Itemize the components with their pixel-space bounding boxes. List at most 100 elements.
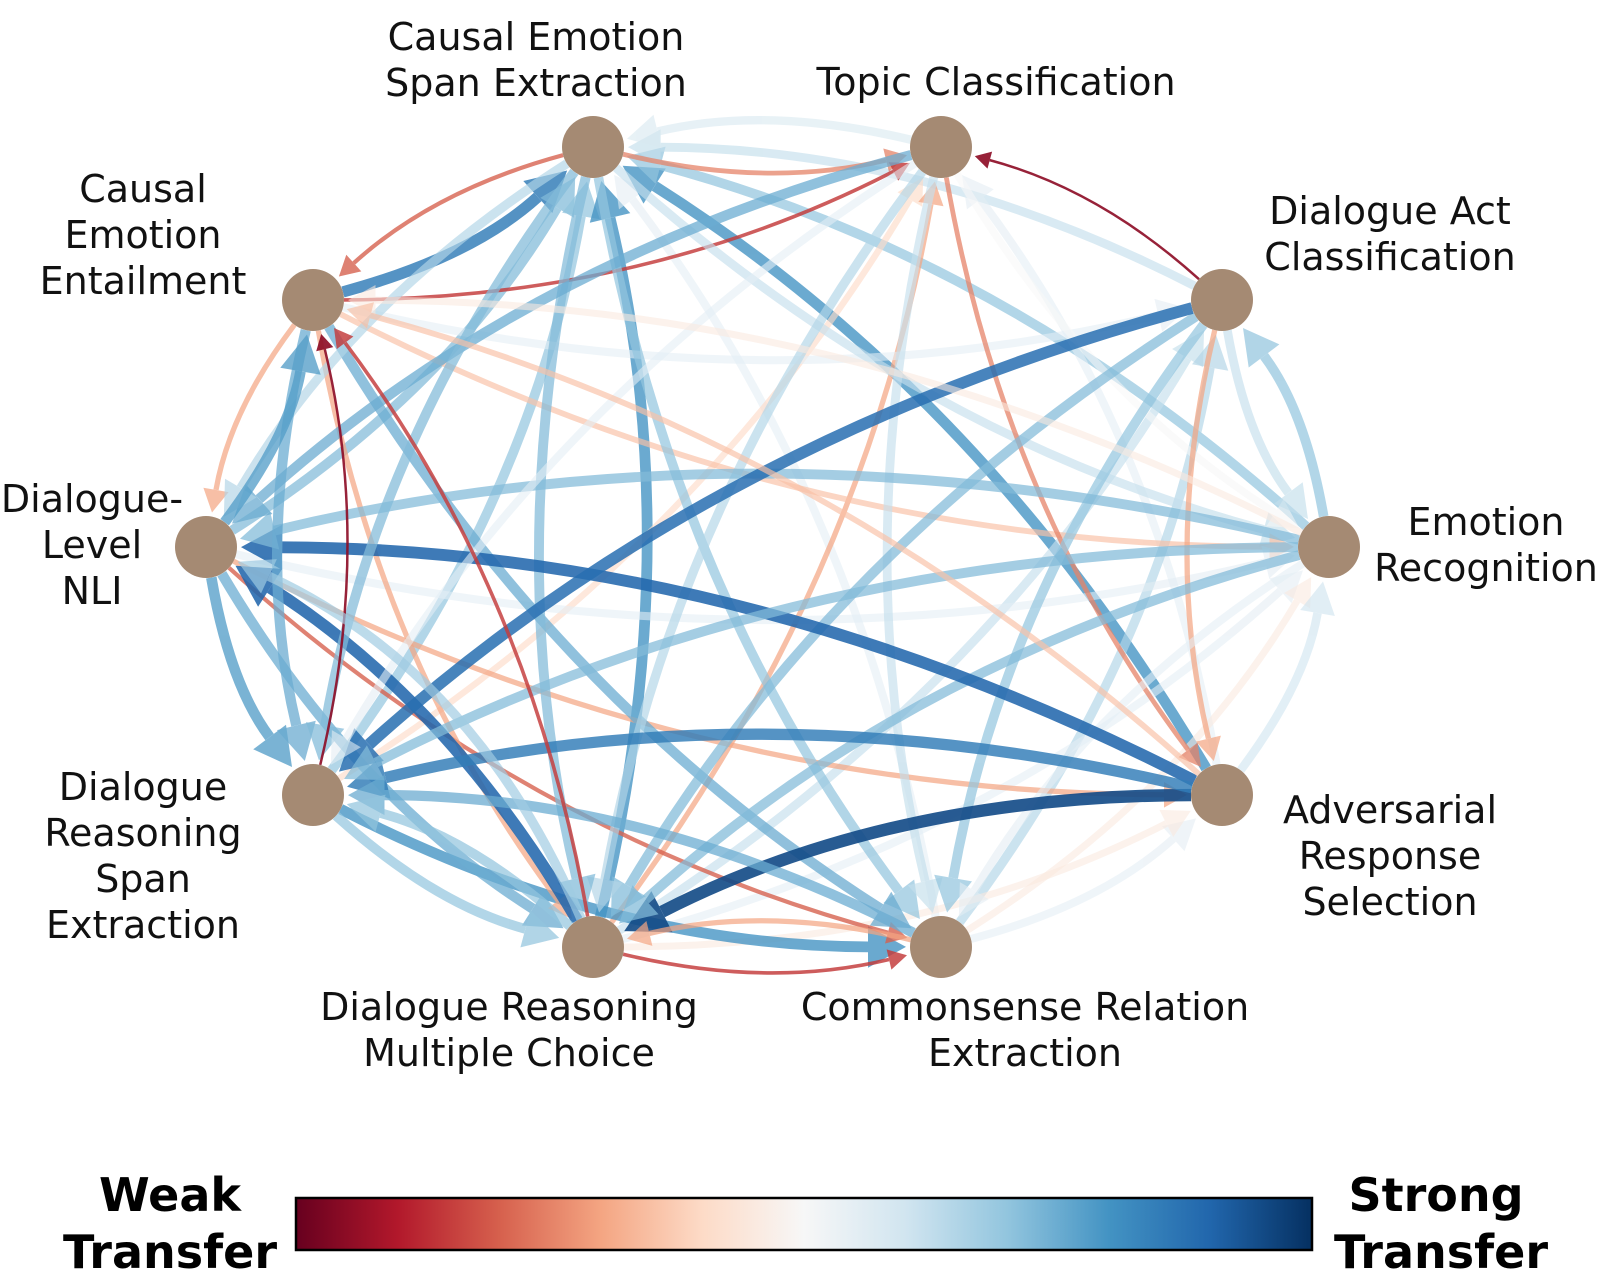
transfer-edge: [332, 812, 560, 948]
edge-line: [600, 168, 927, 881]
transfer-edge: [338, 153, 564, 277]
edge-line: [373, 542, 1299, 768]
edge-line: [341, 192, 542, 298]
transfer-edge: [623, 809, 1191, 951]
edge-arrowhead: [1300, 581, 1335, 616]
edge-line: [656, 115, 912, 144]
node-label-drmc: Dialogue Reasoning Multiple Choice: [320, 985, 698, 1075]
edge-line: [206, 576, 274, 741]
transfer-edge: [1237, 581, 1335, 773]
edge-line: [1223, 329, 1292, 496]
transfer-edge: [627, 114, 912, 149]
edge-arrowhead: [1196, 735, 1221, 761]
edge-arrowhead: [237, 559, 277, 594]
task-nodes: [175, 116, 1360, 978]
edge-line: [659, 788, 1192, 918]
node-label-drse: Dialogue Reasoning Span Extraction: [44, 765, 241, 947]
node-cre: [910, 916, 972, 978]
transfer-edge: [627, 918, 912, 946]
transfer-edge: [203, 323, 297, 513]
edge-line: [319, 348, 349, 766]
node-cee: [282, 269, 344, 331]
node-dac: [1191, 269, 1253, 331]
edge-line: [659, 160, 1310, 530]
edge-line: [342, 160, 917, 741]
node-label-er: Emotion Recognition: [1374, 500, 1598, 590]
edge-arrowhead: [280, 334, 321, 375]
edge-arrowhead: [344, 745, 385, 781]
edge-line: [281, 541, 1198, 787]
node-er: [1298, 516, 1360, 578]
transfer-edges: [203, 114, 1335, 975]
edge-arrowhead: [1274, 482, 1308, 519]
transfer-edge: [958, 560, 1305, 917]
node-label-cee: Causal Emotion Entailment: [40, 167, 247, 303]
edge-arrowhead: [907, 877, 943, 913]
edge-arrowhead: [619, 885, 659, 924]
transfer-edge: [593, 176, 920, 919]
transfer-edge: [1223, 329, 1308, 519]
edge-arrowhead: [346, 302, 374, 329]
transfer-edge: [346, 302, 1201, 777]
edge-line: [623, 820, 1168, 951]
edge-line: [227, 566, 889, 935]
edge-line: [266, 571, 586, 921]
transfer-edge: [622, 949, 907, 975]
edge-line: [379, 808, 574, 930]
edge-line: [213, 323, 297, 491]
colorbar: [294, 1196, 1314, 1252]
edge-line: [266, 582, 583, 924]
edge-line: [943, 177, 1190, 752]
edge-line: [343, 169, 895, 302]
edge-line: [953, 171, 1277, 516]
edge-line: [624, 312, 1199, 889]
edge-arrowhead: [1284, 577, 1312, 609]
edge-line: [1237, 612, 1322, 773]
transfer-edge: [334, 328, 590, 917]
transfer-edge: [346, 794, 574, 930]
edge-arrowhead: [883, 879, 920, 919]
node-label-cese: Causal Emotion Span Extraction: [385, 15, 687, 105]
node-drse: [282, 764, 344, 826]
edge-line: [970, 560, 1305, 893]
edge-line: [593, 176, 903, 895]
edge-arrowhead: [1178, 742, 1201, 767]
edge-arrowhead: [316, 334, 334, 352]
strong-transfer-label-line2: Transfer: [1334, 1225, 1548, 1279]
edge-line: [1260, 353, 1329, 518]
edge-line: [315, 330, 561, 903]
colorbar-legend: Weak Transfer Strong Transfer: [63, 1168, 1548, 1279]
edge-arrowhead: [627, 114, 662, 149]
edge-arrowhead: [520, 910, 560, 948]
edge-line: [660, 142, 1197, 290]
edge-arrowhead: [886, 949, 907, 970]
transfer-edge: [974, 151, 1200, 281]
edge-arrowhead: [276, 720, 316, 761]
edge-line: [332, 812, 527, 934]
node-ars: [1191, 764, 1253, 826]
edge-line: [255, 150, 913, 503]
edge-line: [369, 312, 1201, 777]
edge-arrowhead: [346, 794, 386, 832]
edge-line: [384, 789, 916, 938]
node-label-tc: Topic Classification: [815, 60, 1175, 104]
edge-line: [948, 321, 1208, 879]
transfer-edge: [338, 804, 906, 968]
transfer-edge: [330, 160, 917, 765]
edge-line: [651, 181, 1211, 772]
transfer-edge: [619, 550, 1301, 924]
transfer-edge: [344, 542, 1299, 781]
node-label-dac: Dialogue Act Classification: [1264, 189, 1515, 279]
strong-transfer-label-line1: Strong: [1348, 1168, 1523, 1222]
transfer-edge: [1184, 329, 1221, 761]
edge-line: [969, 835, 1176, 943]
edge-line: [384, 728, 1194, 794]
edge-line: [648, 918, 912, 943]
edge-line: [622, 952, 890, 975]
transfer-edge: [943, 177, 1201, 767]
edge-line: [989, 158, 1200, 281]
transfer-edge: [586, 168, 927, 913]
node-label-cre: Commonsense Relation Extraction: [801, 985, 1249, 1075]
edge-line: [220, 370, 306, 526]
